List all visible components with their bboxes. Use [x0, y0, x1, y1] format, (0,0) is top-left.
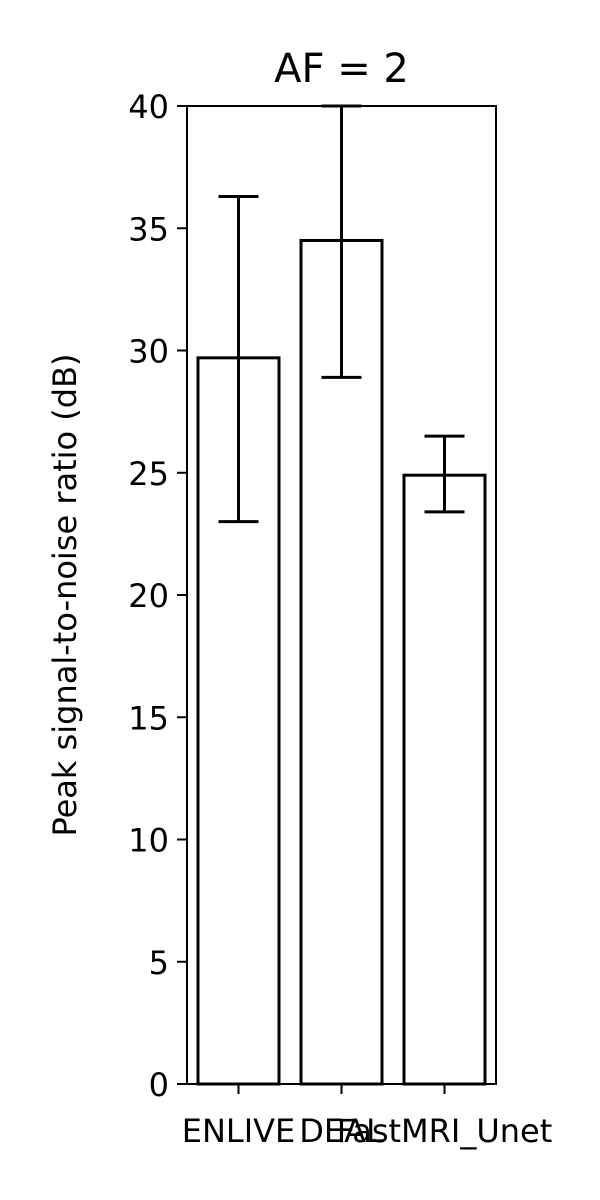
y-axis: 0 5 10 15 20 25 30 35 40 — [128, 88, 187, 1104]
y-tick-label: 35 — [128, 210, 169, 248]
bar-deal — [299, 238, 384, 1086]
y-tick-label: 15 — [128, 699, 169, 737]
x-tick-label: ENLIVE — [182, 1112, 296, 1150]
y-tick-label: 30 — [128, 333, 169, 371]
chart-title: AF = 2 — [274, 46, 409, 92]
error-bar-enlive — [218, 194, 259, 524]
y-axis-label: Peak signal-to-noise ratio (dB) — [46, 353, 84, 836]
y-tick-label: 0 — [149, 1066, 169, 1104]
plot-frame — [186, 105, 497, 1085]
y-tick-label: 25 — [128, 455, 169, 493]
bar-fastmri-unet — [402, 473, 487, 1086]
y-tick-label: 40 — [128, 88, 169, 126]
y-tick-label: 10 — [128, 822, 169, 860]
x-tick-label: DEAL — [299, 1112, 384, 1150]
x-tick-label: FastMRI_Unet — [337, 1112, 553, 1150]
y-tick-label: 5 — [149, 944, 169, 982]
y-tick-label: 20 — [128, 577, 169, 615]
error-bar-fastmri-unet — [424, 434, 465, 514]
